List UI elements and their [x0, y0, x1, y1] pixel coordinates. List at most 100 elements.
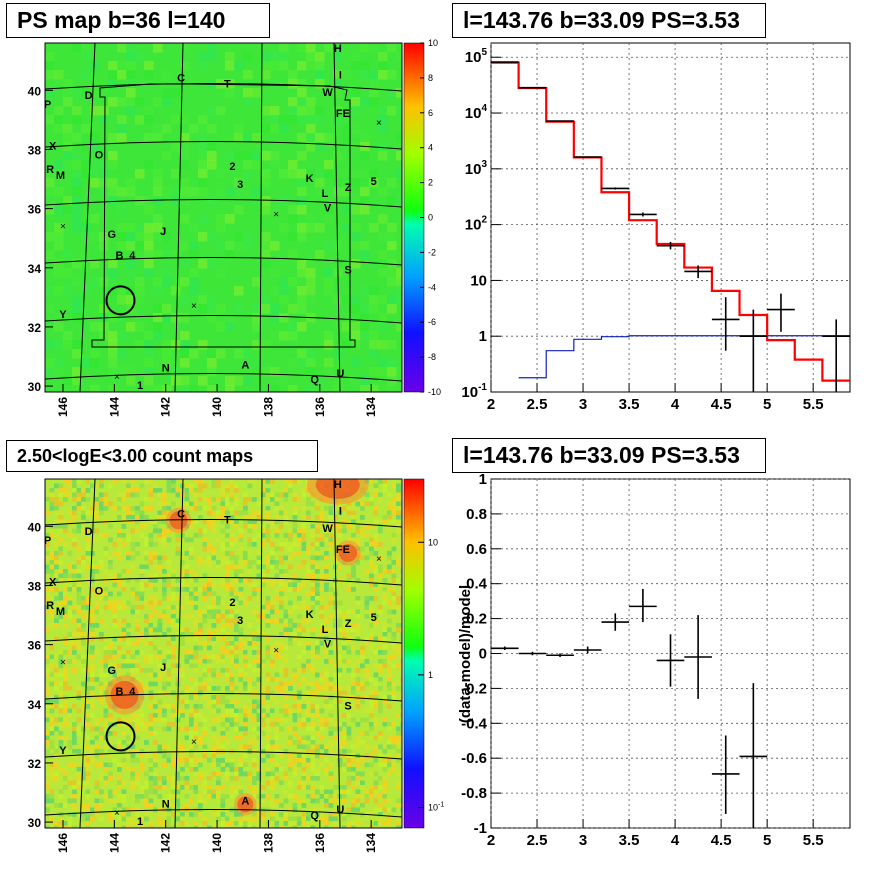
- count-map-pixel: [202, 542, 208, 547]
- count-map-pixel: [247, 650, 253, 655]
- count-map-pixel: [400, 798, 402, 804]
- count-map-pixel: [175, 632, 181, 637]
- count-map-pixel: [400, 821, 402, 826]
- ps-map-cell: [162, 340, 172, 350]
- ps-map-cell: [378, 151, 388, 161]
- count-map-pixel: [310, 654, 316, 660]
- count-map-pixel: [265, 821, 271, 826]
- count-map-pixel: [378, 794, 383, 799]
- count-map-pixel: [238, 591, 244, 597]
- count-map-pixel: [157, 560, 163, 565]
- ps-map-cell: [396, 196, 402, 206]
- count-map-pixel: [54, 555, 59, 561]
- count-map-pixel: [229, 794, 235, 799]
- count-map-pixel: [135, 771, 140, 777]
- count-map-pixel: [121, 758, 127, 763]
- count-map-pixel: [391, 740, 397, 745]
- count-map-pixel: [144, 596, 149, 601]
- count-map-pixel: [112, 650, 118, 655]
- count-map-pixel: [166, 627, 172, 633]
- count-map-pixel: [387, 794, 392, 799]
- count-map-pixel: [297, 758, 302, 763]
- count-map-pixel: [387, 704, 392, 709]
- count-map-source-label: P: [44, 535, 51, 547]
- ps-map-cell: [144, 232, 154, 242]
- count-map-pixel: [180, 569, 185, 574]
- count-map-pixel: [135, 717, 140, 723]
- count-map-pixel: [279, 600, 284, 606]
- count-map-pixel: [310, 573, 316, 579]
- count-map-pixel: [265, 672, 271, 678]
- count-map-pixel: [162, 528, 167, 534]
- count-map-pixel: [193, 744, 199, 750]
- count-map-pixel: [117, 623, 122, 628]
- count-map-pixel: [135, 798, 140, 804]
- ps-map-source-label: V: [324, 203, 332, 215]
- count-map-pixel: [90, 479, 95, 484]
- count-map-pixel: [103, 641, 109, 646]
- ps-map-cell: [369, 79, 379, 89]
- count-map-pixel: [369, 582, 374, 588]
- count-map-pixel: [49, 596, 55, 601]
- ps-map-cell: [63, 250, 73, 260]
- count-map-pixel: [49, 506, 55, 511]
- ps-map-cell: [288, 232, 298, 242]
- count-map-source-label: U: [336, 804, 344, 816]
- count-map-pixel: [252, 645, 257, 651]
- count-map-pixel: [184, 735, 190, 741]
- count-map-pixel: [328, 771, 334, 777]
- count-map-pixel: [328, 528, 334, 534]
- count-map-pixel: [328, 506, 334, 511]
- count-map-pixel: [301, 785, 307, 790]
- count-map-pixel: [256, 623, 262, 628]
- count-map-pixel: [198, 605, 203, 610]
- ps-map-cell: [306, 214, 316, 224]
- count-map-pixel: [342, 528, 347, 534]
- count-map-pixel: [103, 663, 109, 669]
- count-map-pixel: [324, 704, 329, 709]
- count-map-pixel: [306, 663, 311, 669]
- count-map-pixel: [342, 794, 347, 799]
- count-map-pixel: [117, 614, 122, 619]
- count-map-x-tick-label: 144: [107, 833, 121, 853]
- count-map-pixel: [166, 479, 172, 484]
- count-map-pixel: [355, 803, 361, 808]
- count-map-pixel: [130, 659, 136, 664]
- count-map-pixel: [130, 803, 136, 808]
- count-map-pixel: [76, 524, 82, 529]
- count-map-pixel: [45, 690, 50, 696]
- count-map-pixel: [112, 573, 118, 579]
- residual-y-tick-label: 0.8: [466, 506, 487, 523]
- count-map-pixel: [45, 659, 50, 664]
- ps-map-cell: [180, 295, 190, 305]
- ps-map-cell: [315, 376, 325, 386]
- count-map-pixel: [153, 789, 158, 795]
- count-map-pixel: [148, 690, 154, 696]
- count-map-pixel: [67, 767, 73, 772]
- count-map-pixel: [256, 573, 262, 579]
- ps-map-cell: [387, 376, 397, 386]
- count-map-pixel: [288, 497, 293, 502]
- count-map-pixel: [126, 767, 131, 772]
- count-map-pixel: [319, 794, 325, 799]
- count-map-pixel: [319, 510, 325, 516]
- count-map-pixel: [148, 753, 154, 759]
- count-map-pixel: [288, 641, 293, 646]
- count-map-pixel: [189, 722, 194, 727]
- count-map-pixel: [387, 492, 392, 498]
- count-map-pixel: [144, 726, 149, 732]
- ps-map-cell: [153, 322, 163, 332]
- count-map-pixel: [90, 560, 95, 565]
- count-map-pixel: [301, 816, 307, 822]
- count-map-pixel: [355, 722, 361, 727]
- count-map-pixel: [400, 632, 402, 637]
- count-map-pixel: [180, 821, 185, 826]
- ps-map-cell: [387, 178, 397, 188]
- count-map-pixel: [99, 479, 104, 484]
- count-map-pixel: [135, 542, 140, 547]
- count-map-pixel: [189, 677, 194, 682]
- count-map-pixel: [261, 627, 266, 633]
- count-map-pixel: [220, 785, 226, 790]
- count-map-pixel: [103, 668, 109, 673]
- ps-map-cell: [144, 205, 154, 215]
